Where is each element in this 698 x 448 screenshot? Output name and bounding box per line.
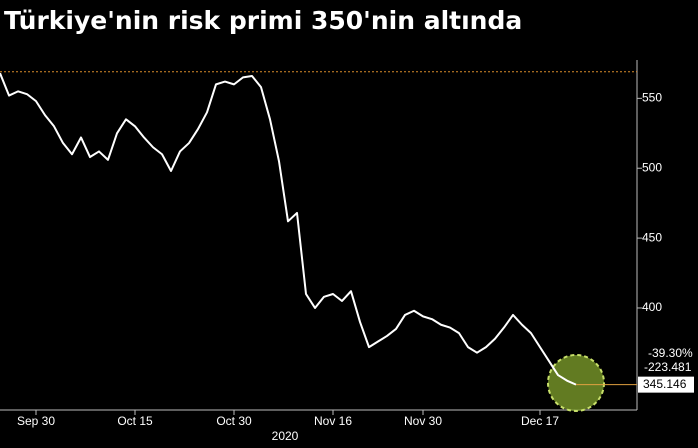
- line: [0, 72, 577, 386]
- x-tick-label: Nov 16: [314, 414, 352, 428]
- change-value: -223.481: [644, 360, 692, 374]
- y-tick-label: 550: [642, 91, 662, 105]
- last-value-box: [638, 376, 694, 393]
- x-tick-label: Sep 30: [17, 414, 55, 428]
- y-tick-label: 500: [642, 160, 662, 174]
- x-tick-label: Oct 30: [216, 414, 252, 428]
- highlight-circle: [547, 354, 605, 412]
- year-label: 2020: [272, 429, 299, 443]
- y-tick-label: 450: [642, 230, 662, 244]
- x-tick-label: Dec 17: [521, 414, 559, 428]
- change-percent: -39.30%: [648, 346, 693, 360]
- y-tick-label: 400: [642, 300, 662, 314]
- x-tick-label: Nov 30: [404, 414, 442, 428]
- x-tick-label: Oct 15: [117, 414, 153, 428]
- chart-title: Türkiye'nin risk primi 350'nin altında: [4, 6, 522, 35]
- last-value-label: 345.146: [643, 377, 687, 391]
